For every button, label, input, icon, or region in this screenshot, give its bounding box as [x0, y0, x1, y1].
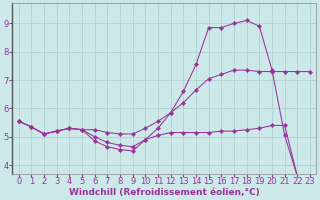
X-axis label: Windchill (Refroidissement éolien,°C): Windchill (Refroidissement éolien,°C)	[69, 188, 260, 197]
